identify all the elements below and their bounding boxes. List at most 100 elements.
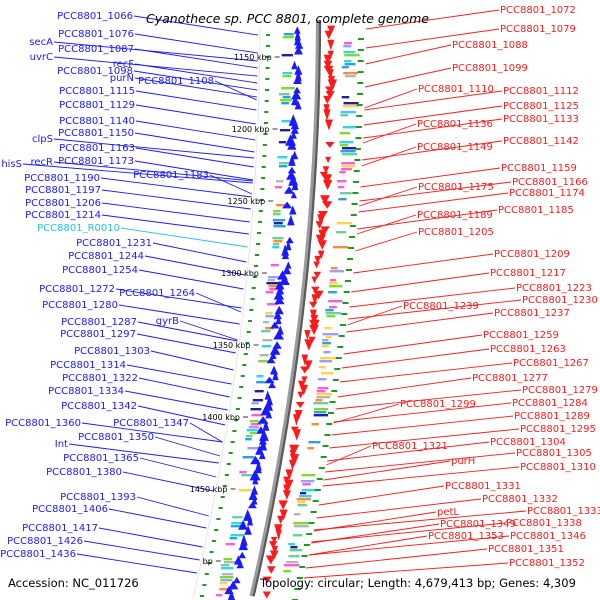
label-leader — [101, 202, 250, 223]
label-leader — [331, 415, 514, 436]
reverse-gene-arrow — [324, 86, 335, 94]
ruler-label: 1450 kbp — [190, 485, 228, 494]
feature-block — [336, 222, 352, 225]
feature-block — [286, 561, 299, 564]
label-leader — [134, 33, 258, 54]
reverse-gene-arrow — [327, 25, 336, 35]
feature-block — [248, 426, 259, 429]
feature-block — [337, 186, 345, 189]
feature-block — [332, 246, 349, 249]
marker-dash — [240, 375, 245, 377]
gene-label: PCC8801_1110 — [418, 84, 494, 95]
forward-gene-arrow — [294, 26, 301, 34]
feature-block — [289, 549, 303, 552]
feature-block — [344, 63, 356, 66]
reverse-gene-arrow — [323, 60, 333, 70]
feature-block — [322, 333, 339, 336]
genome-backbone — [249, 20, 319, 597]
gene-label: PCC8801_1259 — [483, 330, 559, 341]
marker-dash — [318, 467, 325, 469]
feature-block — [272, 219, 286, 222]
feature-block — [220, 579, 233, 582]
label-leader — [108, 508, 207, 529]
marker-dash — [242, 364, 247, 366]
marker-dash — [358, 38, 364, 40]
forward-gene-arrow — [293, 86, 301, 94]
feature-block — [260, 330, 271, 333]
forward-gene-arrow — [289, 205, 297, 215]
marker-dash — [235, 408, 240, 410]
feature-block — [321, 339, 329, 342]
forward-gene-arrow — [255, 459, 262, 471]
feature-block — [315, 399, 323, 402]
marker-dash — [199, 595, 204, 597]
feature-block — [296, 498, 311, 501]
reverse-gene-arrow — [285, 469, 294, 481]
marker-dash — [294, 588, 301, 590]
marker-dash — [262, 144, 267, 146]
feature-block — [273, 240, 283, 243]
feature-block — [268, 285, 280, 288]
label-leader — [362, 123, 417, 144]
gene-label: PCC8801_1239 — [403, 301, 479, 312]
feature-block — [273, 210, 281, 213]
gene-label: PCC8801_1099 — [452, 63, 528, 74]
feature-block — [342, 126, 357, 129]
marker-dash — [207, 562, 212, 564]
gene-label: PCC8801_1088 — [452, 40, 528, 51]
feature-block — [281, 120, 294, 123]
map-title: Cyanothece sp. PCC 8801, complete genome — [146, 11, 429, 26]
label-leader — [150, 350, 234, 371]
label-leader — [179, 320, 238, 341]
label-leader — [343, 334, 483, 355]
marker-dash — [357, 82, 364, 84]
gene-label: PCC8801_1079 — [500, 24, 576, 35]
right-label-leaders — [303, 9, 527, 579]
feature-block — [288, 543, 295, 546]
reverse-gene-arrow — [282, 490, 291, 500]
label-leader — [329, 428, 520, 449]
marker-dash — [230, 441, 235, 443]
feature-block — [292, 534, 303, 537]
reverse-gene-arrow — [300, 366, 310, 374]
gene-label: PCC8801_1321 — [372, 441, 448, 452]
forward-gene-arrow — [254, 466, 262, 474]
marker-dash — [265, 78, 270, 80]
feature-block — [294, 525, 309, 528]
gene-label: PCC8801_1284 — [512, 398, 588, 409]
feature-block — [297, 504, 308, 507]
feature-block — [342, 105, 359, 108]
reverse-gene-arrow — [311, 276, 318, 284]
reverse-gene-arrow — [269, 550, 279, 560]
gene-label: PCC8801_1393 — [60, 492, 136, 503]
feature-block — [280, 99, 292, 102]
label-leader — [138, 377, 230, 398]
label-leader — [122, 471, 214, 492]
marker-dash — [337, 346, 344, 348]
reverse-gene-arrow — [304, 339, 314, 351]
feature-block — [343, 51, 355, 54]
marker-dash — [357, 60, 364, 62]
feature-block — [267, 279, 275, 282]
gene-label: PCC8801_1350 — [78, 432, 154, 443]
forward-gene-arrow — [234, 555, 243, 565]
reverse-gene-arrow — [309, 324, 319, 336]
gene-label: PCC8801_1142 — [503, 136, 579, 147]
feature-block — [283, 570, 292, 573]
marker-dash — [349, 236, 355, 238]
forward-gene-arrow — [294, 45, 303, 55]
gene-label: PCC8801_1272 — [39, 284, 115, 295]
feature-block — [343, 102, 359, 105]
forward-gene-arrow — [294, 41, 304, 49]
label-leader — [351, 272, 490, 293]
feature-block — [265, 291, 274, 294]
forward-gene-arrow — [227, 589, 235, 600]
gene-label: recF — [113, 59, 135, 70]
gene-label: PCC8801_1297 — [60, 329, 136, 340]
label-leader — [135, 120, 256, 141]
feature-block — [279, 162, 291, 165]
forward-gene-arrow — [285, 239, 292, 251]
gene-label: PCC8801_1322 — [62, 373, 138, 384]
feature-block — [256, 375, 264, 378]
gene-label: PCC8801_1365 — [63, 453, 139, 464]
